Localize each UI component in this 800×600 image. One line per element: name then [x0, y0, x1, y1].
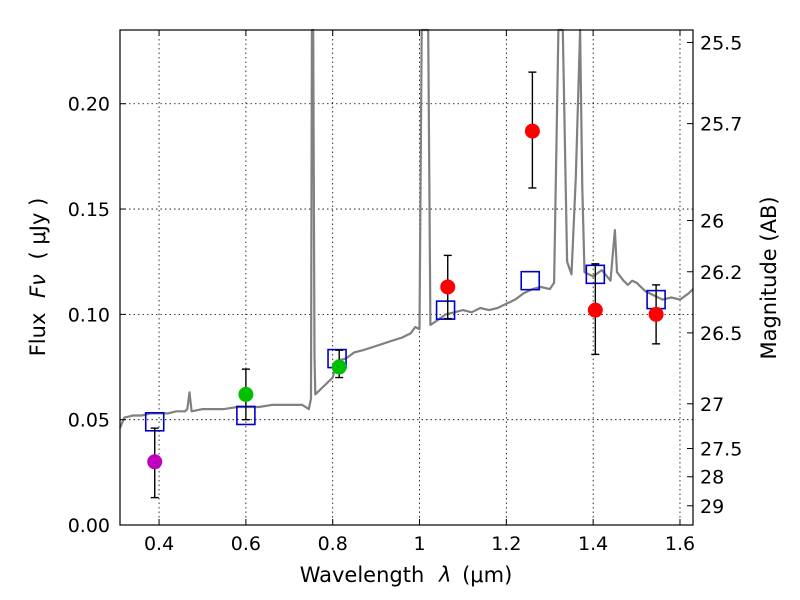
- y-tick-label: 0.15: [68, 199, 110, 221]
- observed-point: [238, 386, 254, 402]
- x-tick-label: 0.8: [318, 533, 348, 555]
- x-axis-label: Wavelength λ (μm): [300, 563, 513, 587]
- mag-tick-label: 26.5: [700, 323, 742, 345]
- model-spectrum: [118, 28, 694, 429]
- spectrum-line: [118, 28, 694, 429]
- observed-photometry: [147, 71, 664, 499]
- y-tick-label: 0.00: [68, 515, 110, 537]
- mag-tick-label: 26: [700, 211, 724, 233]
- plot-frame: [119, 29, 694, 526]
- y-axis-label-right: Magnitude (AB): [757, 196, 781, 359]
- observed-point: [331, 359, 347, 375]
- mag-tick-label: 27.5: [700, 439, 742, 461]
- mag-tick-label: 28: [700, 467, 724, 489]
- observed-point: [440, 279, 456, 295]
- y-tick-label: 0.10: [68, 304, 110, 326]
- observed-point: [147, 454, 163, 470]
- model-square: [435, 300, 456, 320]
- x-tick-label: 0.6: [231, 533, 261, 555]
- mag-tick-label: 25.5: [700, 32, 742, 54]
- y-tick-label: 0.20: [68, 94, 110, 116]
- x-tick-label: 1.6: [665, 533, 695, 555]
- x-tick-label: 0.4: [144, 533, 174, 555]
- axis-ticks: 0.4 0.6 0.8 1 1.2 1.4 1.6 0.00 0.05 0.10 0.15 0.20 2…: [68, 30, 742, 555]
- y-tick-label: 0.05: [68, 410, 110, 432]
- y-axis-label: Flux Fν ( μJy ): [26, 198, 50, 357]
- observed-point: [648, 306, 664, 322]
- x-tick-label: 1.2: [491, 533, 521, 555]
- mag-tick-label: 26.2: [700, 262, 742, 284]
- mag-tick-label: 25.7: [700, 114, 742, 136]
- grid: [120, 30, 693, 525]
- observed-point: [587, 302, 603, 318]
- observed-point: [524, 123, 540, 139]
- model-photometry: [144, 264, 666, 432]
- x-tick-label: 1.4: [578, 533, 608, 555]
- model-square: [520, 270, 541, 291]
- x-tick-label: 1: [413, 533, 425, 555]
- mag-tick-label: 29: [700, 496, 724, 518]
- mag-tick-label: 27: [700, 394, 724, 416]
